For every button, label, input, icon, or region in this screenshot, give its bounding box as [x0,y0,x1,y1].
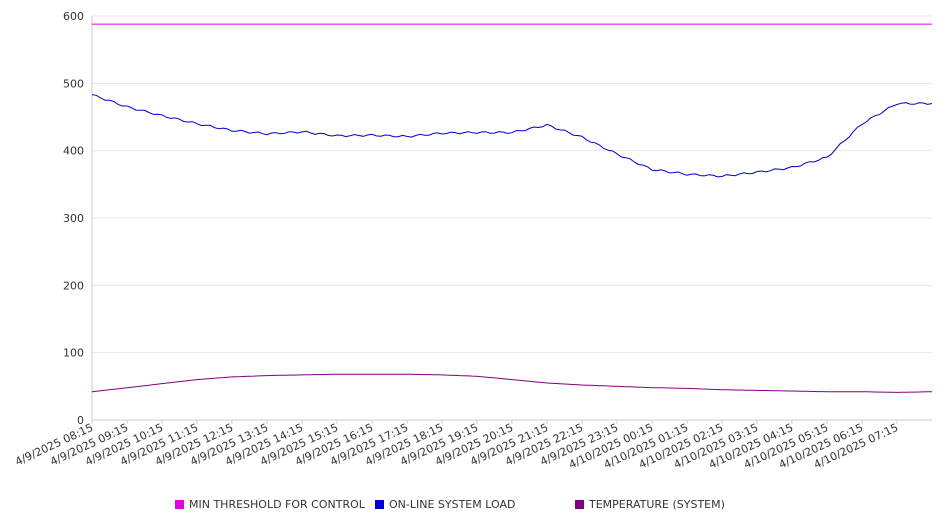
y-axis-ticks: 0 100 200 300 400 500 600 [63,10,84,427]
y-tick-label: 100 [63,347,84,360]
legend-item-min-threshold[interactable]: MIN THRESHOLD FOR CONTROL [175,498,365,511]
x-axis-ticks: 4/9/2025 08:154/9/2025 09:154/9/2025 10:… [13,420,900,471]
legend-swatch-online-system-load [375,500,384,509]
y-tick-label: 600 [63,10,84,23]
legend-label-online-system-load: ON-LINE SYSTEM LOAD [389,498,516,511]
series-line-on-line-system-load [91,94,933,178]
series-lines [91,23,933,393]
y-tick-label: 300 [63,212,84,225]
y-tick-label: 400 [63,145,84,158]
legend-label-temperature: TEMPERATURE (SYSTEM) [589,498,725,511]
legend-item-temperature[interactable]: TEMPERATURE (SYSTEM) [575,498,725,511]
y-tick-label: 500 [63,77,84,90]
legend-label-min-threshold: MIN THRESHOLD FOR CONTROL [189,498,365,511]
legend-swatch-min-threshold [175,500,184,509]
y-tick-label: 0 [77,414,84,427]
gridlines [92,15,932,354]
legend-swatch-temperature [575,500,584,509]
legend-item-online-system-load[interactable]: ON-LINE SYSTEM LOAD [375,498,515,511]
y-tick-label: 200 [63,279,84,292]
series-line-temperature-system [91,373,933,393]
legend: MIN THRESHOLD FOR CONTROL ON-LINE SYSTEM… [0,498,946,514]
